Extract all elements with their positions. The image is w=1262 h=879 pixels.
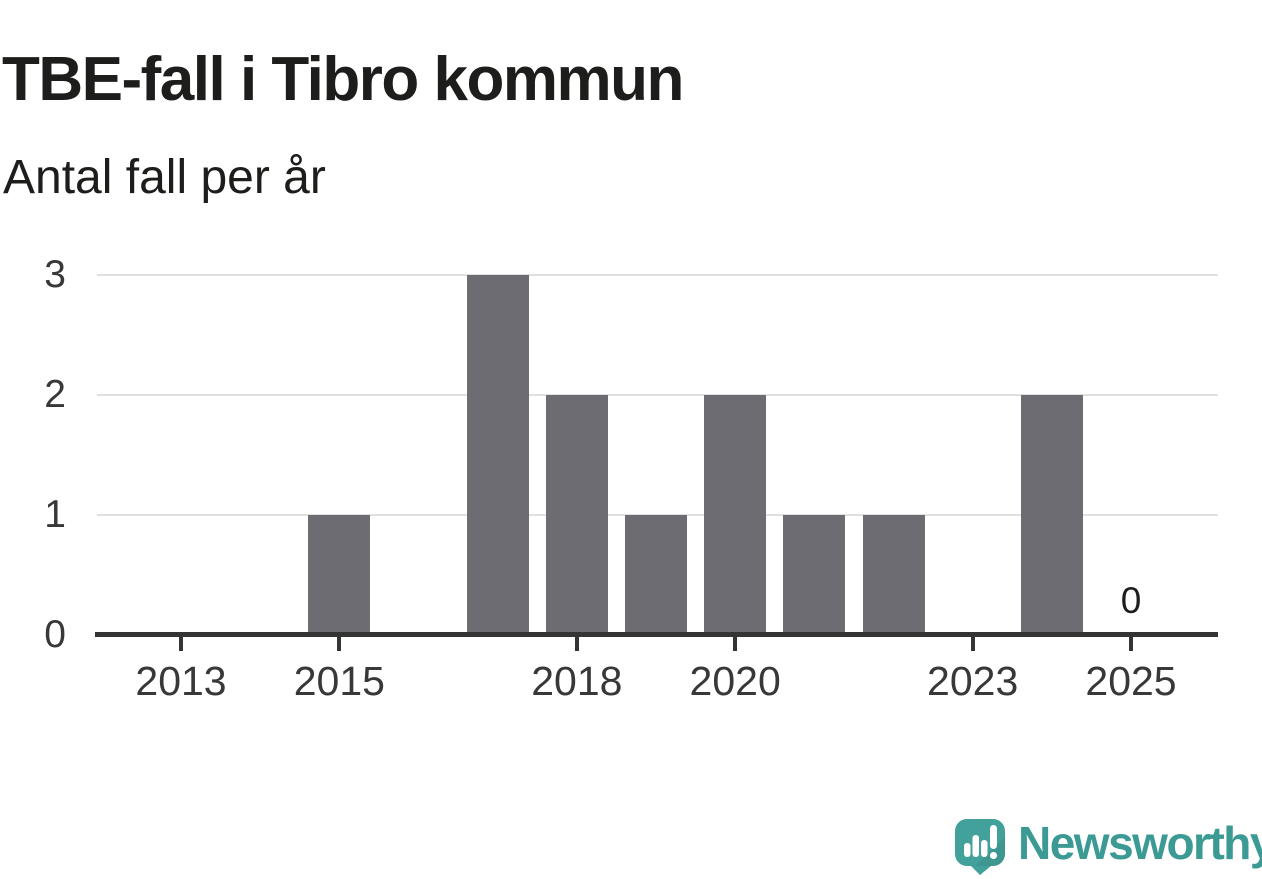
x-axis-tick-label: 2013 <box>135 658 227 704</box>
x-axis-tick-label: 2018 <box>531 658 623 704</box>
chart-subtitle: Antal fall per år <box>3 150 326 204</box>
bar-2020 <box>704 395 767 635</box>
bar-2021 <box>783 515 846 635</box>
x-axis-tick <box>733 637 738 651</box>
x-axis-tick-label: 2025 <box>1085 658 1177 704</box>
bar-2019 <box>625 515 687 635</box>
x-axis-line <box>95 632 1218 637</box>
y-axis-tick-label: 2 <box>44 373 66 416</box>
chart-title: TBE-fall i Tibro kommun <box>2 44 684 114</box>
y-axis-tick-label: 1 <box>44 493 66 536</box>
bar-2017 <box>466 275 529 635</box>
bar-2018 <box>545 395 608 635</box>
x-axis-tick-label: 2020 <box>689 658 781 704</box>
x-axis-tick <box>1129 637 1133 651</box>
bar-2022 <box>862 515 925 635</box>
y-gridline <box>97 394 1218 396</box>
newsworthy-wordmark: Newsworthy <box>1018 817 1262 869</box>
y-axis-tick-label: 0 <box>44 613 66 656</box>
bar-2024 <box>1020 395 1083 635</box>
x-axis-tick <box>970 637 975 651</box>
bar-value-label: 0 <box>1120 580 1142 621</box>
x-axis-tick <box>337 637 342 651</box>
x-axis-tick <box>574 637 579 651</box>
y-axis-tick-label: 3 <box>44 253 66 296</box>
newsworthy-logo: Newsworthy <box>946 814 1262 876</box>
newsworthy-speech-bubble-chart-icon <box>955 819 1005 875</box>
bar-2015 <box>308 515 371 635</box>
y-gridline <box>97 274 1218 276</box>
x-axis-tick-label: 2023 <box>927 658 1019 704</box>
x-axis-tick <box>179 637 183 651</box>
x-axis-tick-label: 2015 <box>293 658 385 704</box>
